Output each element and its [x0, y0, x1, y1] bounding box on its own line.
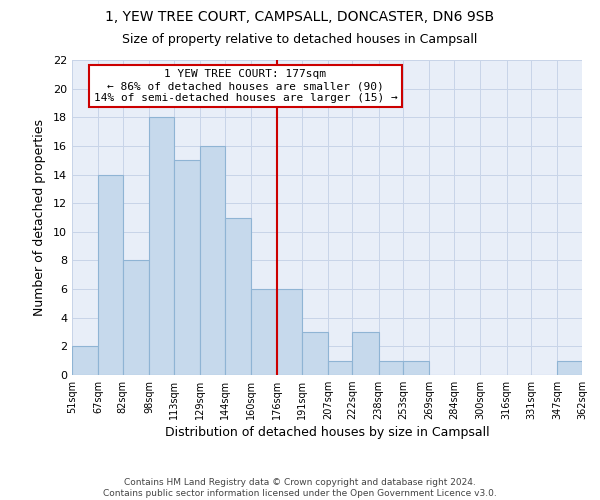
Bar: [98, 174, 123, 375]
Bar: [379, 360, 403, 375]
Text: Contains HM Land Registry data © Crown copyright and database right 2024.
Contai: Contains HM Land Registry data © Crown c…: [103, 478, 497, 498]
Bar: [224, 218, 251, 375]
Text: Size of property relative to detached houses in Campsall: Size of property relative to detached ho…: [122, 32, 478, 46]
Bar: [173, 160, 200, 375]
Bar: [352, 332, 379, 375]
Bar: [200, 146, 224, 375]
Bar: [557, 360, 582, 375]
Bar: [403, 360, 430, 375]
Text: 1, YEW TREE COURT, CAMPSALL, DONCASTER, DN6 9SB: 1, YEW TREE COURT, CAMPSALL, DONCASTER, …: [106, 10, 494, 24]
X-axis label: Distribution of detached houses by size in Campsall: Distribution of detached houses by size …: [164, 426, 490, 440]
Bar: [72, 346, 98, 375]
Bar: [277, 289, 302, 375]
Bar: [251, 289, 277, 375]
Y-axis label: Number of detached properties: Number of detached properties: [33, 119, 46, 316]
Bar: [302, 332, 328, 375]
Text: 1 YEW TREE COURT: 177sqm
← 86% of detached houses are smaller (90)
14% of semi-d: 1 YEW TREE COURT: 177sqm ← 86% of detach…: [94, 70, 397, 102]
Bar: [149, 118, 173, 375]
Bar: [328, 360, 352, 375]
Bar: [123, 260, 149, 375]
